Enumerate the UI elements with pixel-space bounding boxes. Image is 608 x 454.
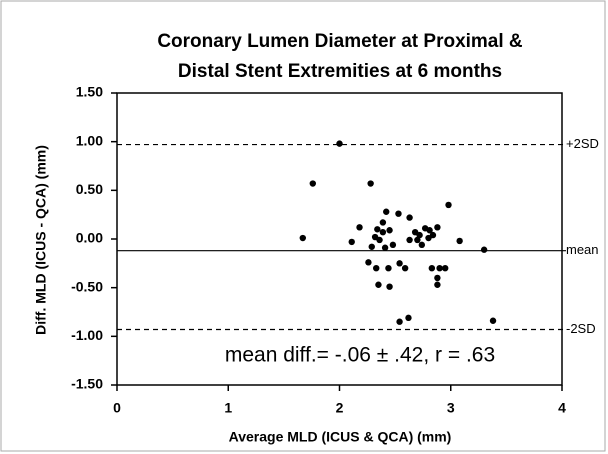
annotation: mean diff.= -.06 ± .42, r = .63	[225, 344, 495, 367]
point	[299, 234, 306, 242]
y-tick-label: 0.50	[76, 181, 103, 197]
reference-label: +2SD	[566, 136, 599, 151]
point	[428, 265, 436, 272]
point	[389, 241, 397, 249]
point	[429, 231, 437, 239]
x-axis-label: Average MLD (ICUS & QCA) (mm)	[229, 429, 452, 445]
point	[368, 243, 375, 250]
x-tick-label: 1	[224, 400, 232, 416]
x-tick-label: 2	[336, 400, 344, 416]
point	[379, 228, 387, 236]
point	[426, 227, 433, 234]
point	[395, 210, 402, 217]
point	[441, 265, 449, 272]
y-tick-label: 1.00	[76, 132, 103, 148]
y-tick-label: -1.50	[71, 376, 103, 392]
point	[434, 224, 441, 231]
point	[480, 246, 488, 253]
point	[489, 317, 497, 324]
point	[396, 318, 403, 325]
point	[365, 259, 372, 266]
point	[383, 208, 390, 215]
point	[434, 281, 441, 288]
point	[456, 237, 463, 245]
y-tick-label: -0.50	[71, 278, 103, 294]
reference-label: mean	[566, 242, 599, 257]
point	[373, 265, 380, 272]
point	[416, 231, 423, 239]
point	[418, 241, 426, 249]
x-tick-label: 4	[558, 400, 566, 416]
point	[309, 180, 316, 187]
y-axis-label: Diff. MLD (ICUS - QCA) (mm)	[33, 145, 49, 335]
point	[445, 201, 452, 209]
point	[386, 227, 393, 234]
point	[396, 260, 403, 267]
point	[406, 236, 413, 244]
point	[434, 274, 441, 282]
point	[406, 214, 413, 221]
point	[379, 219, 387, 226]
point	[381, 244, 389, 251]
chart-title: Coronary Lumen Diameter at Proximal &	[157, 31, 523, 52]
y-tick-label: 1.50	[76, 84, 103, 100]
point	[367, 180, 374, 187]
x-tick-label: 3	[447, 400, 455, 416]
point	[375, 281, 382, 288]
point	[374, 226, 381, 233]
point	[405, 314, 412, 322]
point	[348, 238, 355, 246]
point	[386, 283, 393, 290]
point	[376, 236, 383, 244]
point	[385, 265, 392, 272]
point	[436, 265, 443, 272]
point	[336, 140, 343, 147]
x-tick-label: 0	[113, 400, 121, 416]
point	[401, 265, 409, 272]
y-tick-label: -1.00	[71, 327, 103, 343]
reference-label: -2SD	[566, 321, 596, 336]
point	[356, 224, 363, 231]
point	[414, 236, 421, 244]
chart-title: Distal Stent Extremities at 6 months	[178, 61, 502, 82]
y-tick-label: 0.00	[76, 230, 103, 246]
